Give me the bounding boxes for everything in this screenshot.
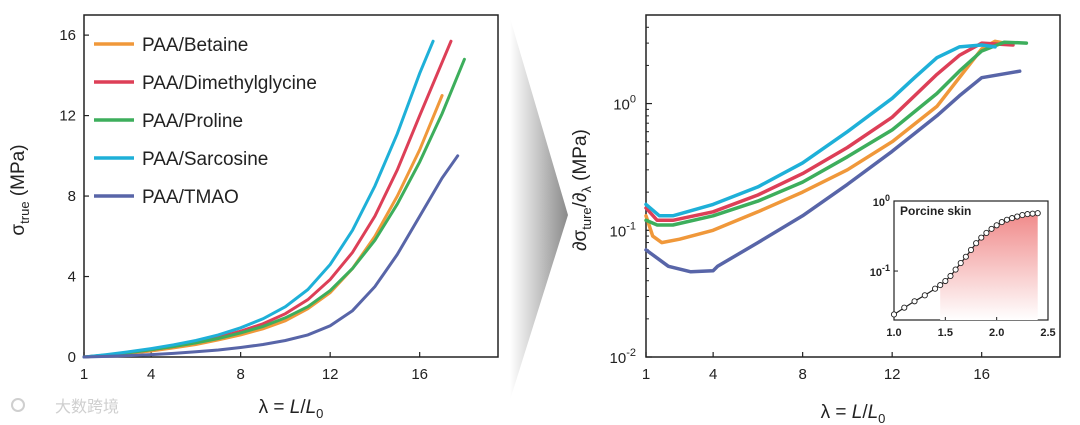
left-series-lines (82, 39, 466, 359)
left-y-tick-label: 12 (59, 108, 76, 125)
inset-x-tick-label: 2.5 (1040, 327, 1055, 339)
watermark-text: 大数跨境 (55, 397, 119, 416)
right-series-line-paa-tmao (644, 69, 1022, 274)
inset-point (947, 272, 954, 280)
right-series-line-paa-proline (644, 40, 1029, 227)
right-x-tick-label: 8 (798, 366, 806, 383)
inset-point (957, 260, 964, 267)
right-plot-frame (645, 14, 1061, 358)
inset-x-tick-label: 1.0 (886, 327, 901, 339)
inset-point (1003, 216, 1010, 223)
right-series-line-paa-dimethylglycine (644, 41, 1015, 223)
inset-x-tick-label: 2.0 (989, 327, 1004, 339)
left-y-axis-label: σtrue (MPa) (8, 144, 32, 235)
inset-point (1024, 211, 1031, 218)
watermark: 大数跨境 (11, 397, 119, 416)
inset-point (1009, 215, 1016, 222)
left-x-tick-label: 16 (411, 366, 428, 383)
legend-label-paa-proline: PAA/Proline (142, 111, 243, 132)
inset-point (1029, 210, 1036, 217)
inset-point (890, 311, 898, 318)
inset-point (937, 282, 944, 289)
right-x-tick-label: 4 (709, 366, 717, 383)
right-x-tick-label: 12 (884, 366, 901, 383)
inset-point (962, 253, 969, 260)
inset-point (973, 240, 980, 247)
left-x-tick-label: 8 (236, 366, 244, 383)
inset-chart: 1.0 1.5 2.0 2.5 10-1 100 Porcine skin (870, 193, 1056, 339)
inset-point (1014, 213, 1021, 220)
inset-x-tick-label: 1.5 (938, 327, 953, 339)
right-y-tick-label: 100 (613, 94, 636, 114)
legend-label-paa-betaine: PAA/Betaine (142, 35, 248, 56)
inset-y-tick-label: 100 (873, 193, 890, 209)
inset-point (942, 277, 949, 285)
inset-point (993, 222, 1000, 229)
inset-point (901, 304, 908, 311)
inset-point (988, 225, 995, 232)
left-x-axis-label: λ = L/L0 (259, 397, 324, 421)
inset-content: 1.0 1.5 2.0 2.5 10-1 100 (870, 193, 1056, 339)
right-x-tick-label: 16 (973, 366, 990, 383)
legend-label-paa-sarcosine: PAA/Sarcosine (142, 149, 268, 170)
inset-point (1034, 210, 1041, 217)
inset-point (978, 234, 985, 241)
watermark-icon (11, 398, 25, 412)
right-y-tick-label: 10-2 (610, 347, 636, 367)
left-y-tick-label: 16 (59, 27, 76, 44)
right-y-tick-label: 10-1 (610, 220, 636, 240)
left-x-tick-label: 1 (80, 366, 88, 383)
right-panel: 1 4 8 12 16 10-2 10-1 100 ∂σture/∂λ (MPa) λ = L… (570, 14, 1061, 425)
inset-area-fill (940, 213, 1038, 320)
left-series-line-paa-tmao (82, 154, 460, 359)
inset-point (911, 298, 918, 305)
left-panel: 1 4 8 12 16 0 4 8 12 16 PAA/Betaine PAA/Dimethylgl… (8, 14, 499, 421)
inset-point (998, 219, 1005, 226)
inset-title: Porcine skin (900, 204, 971, 218)
left-plot-frame (83, 14, 499, 358)
right-y-axis-label: ∂σture/∂λ (MPa) (570, 129, 594, 251)
right-series-lines (644, 39, 1029, 274)
inset-point (932, 285, 939, 292)
transition-arrow (510, 18, 568, 400)
right-x-tick-label: 1 (642, 366, 650, 383)
inset-point (983, 229, 990, 236)
left-x-tick-label: 12 (322, 366, 339, 383)
inset-point (1019, 212, 1026, 219)
legend-label-paa-tmao: PAA/TMAO (142, 187, 239, 208)
left-y-tick-label: 8 (68, 188, 76, 205)
left-ticks: 1 4 8 12 16 0 4 8 12 16 (59, 27, 428, 383)
inset-y-tick-label: 10-1 (870, 263, 890, 279)
right-ticks: 1 4 8 12 16 10-2 10-1 100 (610, 14, 990, 383)
left-series-line-paa-sarcosine (82, 39, 435, 359)
right-series-line-paa-sarcosine (644, 43, 997, 218)
left-y-tick-label: 4 (68, 269, 76, 286)
right-x-axis-label: λ = L/L0 (821, 402, 886, 425)
left-y-tick-label: 0 (68, 349, 76, 366)
inset-point (967, 246, 975, 254)
inset-point (952, 266, 959, 273)
legend: PAA/Betaine PAA/Dimethylglycine PAA/Prolin… (94, 35, 317, 208)
legend-label-paa-dimethylglycine: PAA/Dimethylglycine (142, 73, 317, 94)
inset-point (921, 292, 928, 299)
left-x-tick-label: 4 (147, 366, 155, 383)
